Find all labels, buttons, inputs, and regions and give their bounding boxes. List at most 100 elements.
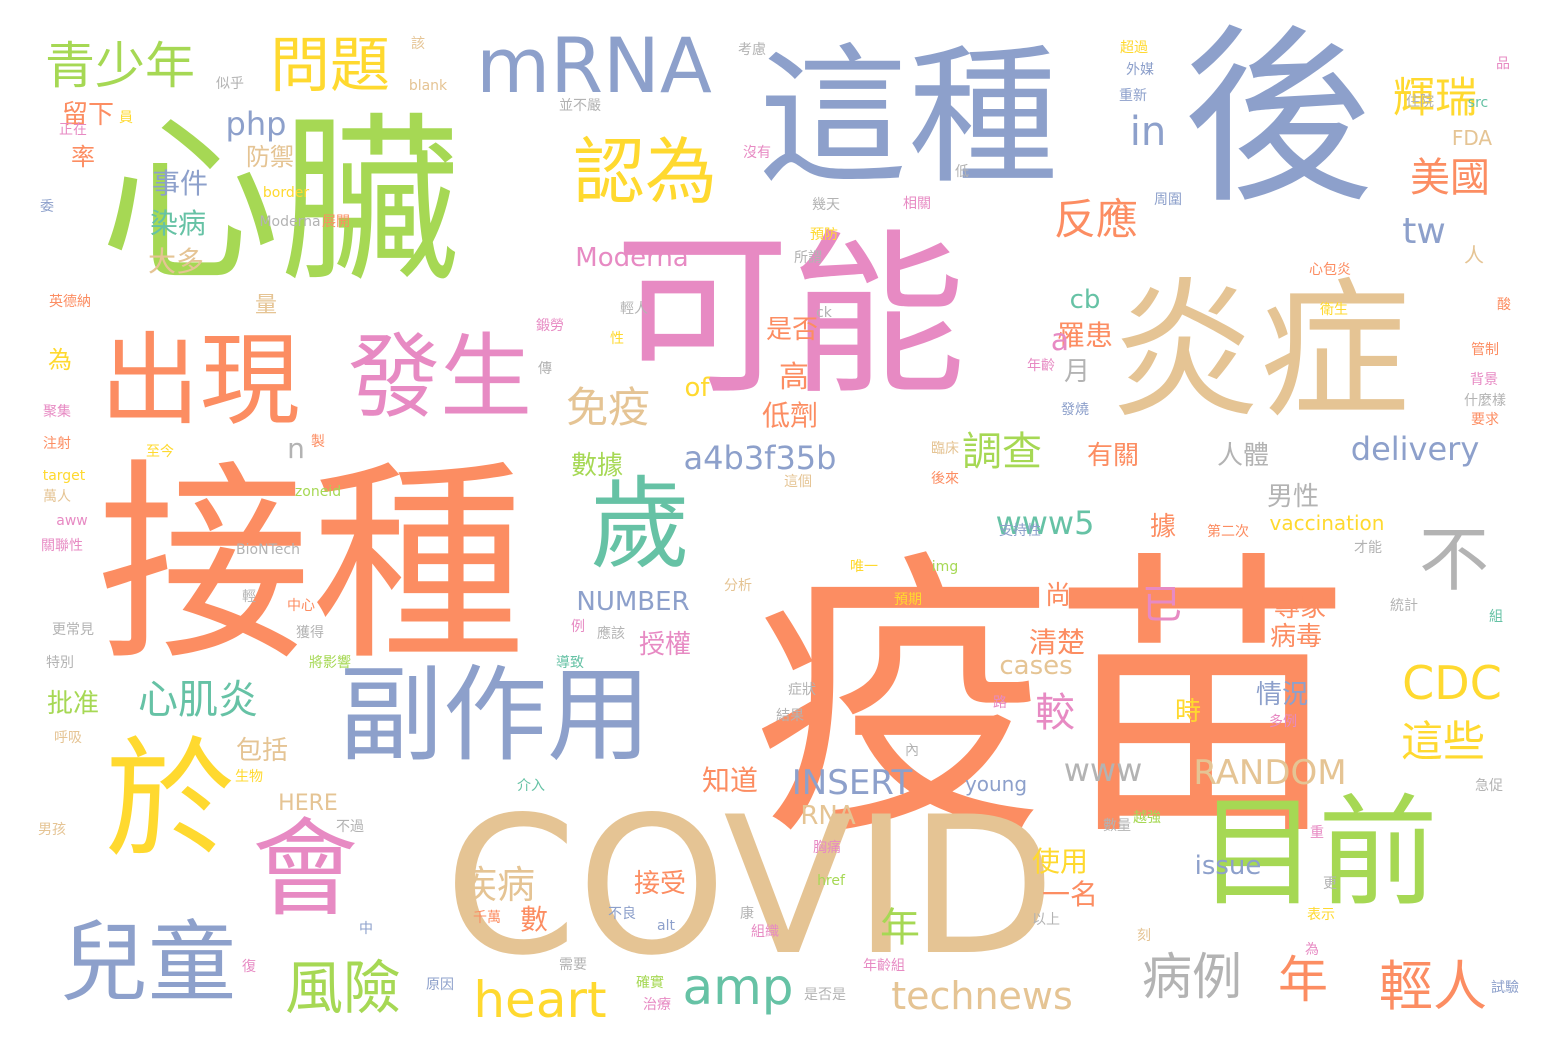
word-tw: tw xyxy=(1402,211,1446,252)
word-expert: 專家 xyxy=(1273,593,1327,623)
word-immunity: 免疫 xyxy=(565,383,651,432)
word-time: 時 xyxy=(1174,697,1202,727)
word-year: 年 xyxy=(1278,951,1328,1009)
word-foreign-media: 外媒 xyxy=(1126,62,1154,78)
word-defense: 防禦 xyxy=(246,143,294,171)
word-survey: 調查 xyxy=(962,429,1042,475)
word-appear: 出現 xyxy=(100,322,300,439)
word-consider: 考慮 xyxy=(738,42,766,58)
word-middle: 中 xyxy=(359,921,373,937)
word-month: 月 xyxy=(1063,357,1091,387)
word-cb: cb xyxy=(1069,285,1101,315)
word-cases-en: cases xyxy=(999,651,1073,681)
word-data: 數據 xyxy=(570,451,624,481)
word-carve: 刻 xyxy=(1137,928,1151,944)
word-children: 兒童 xyxy=(59,911,237,1014)
word-more: 較 xyxy=(1035,690,1075,736)
word-road: 路 xyxy=(993,695,1007,711)
word-this-kind: 這種 xyxy=(757,31,1059,205)
word-currently: 目前 xyxy=(1198,784,1438,923)
word-renew: 重新 xyxy=(1119,88,1147,104)
word-pfizer: 輝瑞 xyxy=(1392,73,1478,122)
word-heavy: 重 xyxy=(1310,825,1324,841)
word-event: 事件 xyxy=(151,167,209,200)
word-health-2: 康 xyxy=(740,906,754,922)
word-covid: COVID xyxy=(444,776,1056,997)
word-clinical: 臨床 xyxy=(931,441,959,457)
word-random: RANDOM xyxy=(1193,753,1347,793)
word-will: 會 xyxy=(252,808,358,931)
word-reason: 原因 xyxy=(426,977,454,993)
word-one-person: 一名 xyxy=(1041,878,1099,911)
word-inflammation: 炎症 xyxy=(1109,265,1411,439)
word-make: 製 xyxy=(311,434,325,450)
word-these: 這些 xyxy=(1400,717,1486,766)
word-many-cases: 多例 xyxy=(1269,714,1297,730)
word-approve: 批准 xyxy=(46,689,100,719)
word-pericarditis: 心包炎 xyxy=(1309,262,1351,278)
word-light: 輕 xyxy=(242,589,256,605)
word-think: 認為 xyxy=(572,130,718,214)
word-inside: 內 xyxy=(905,743,919,759)
word-obtain: 獲得 xyxy=(296,625,324,641)
word-teenager: 青少年 xyxy=(45,37,195,95)
word-at: 於 xyxy=(104,724,236,876)
word-here: HERE xyxy=(278,791,338,816)
word-infection: 染病 xyxy=(149,207,207,240)
word-reaction: 反應 xyxy=(1053,195,1139,244)
word-whether: 是否 xyxy=(765,315,819,345)
word-intervene: 介入 xyxy=(517,778,545,794)
word-special: 特別 xyxy=(46,655,74,671)
word-more-2: 更 xyxy=(1323,876,1337,892)
word-accept: 接受 xyxy=(633,869,687,899)
word-background: 背景 xyxy=(1470,372,1498,388)
word-statistics: 統計 xyxy=(1390,598,1418,614)
word-authorize: 授權 xyxy=(638,630,692,660)
word-group: 組 xyxy=(1489,609,1503,625)
word-ten-million: 千萬 xyxy=(473,910,501,926)
word-adverse: 不良 xyxy=(608,906,636,922)
word-suffer: 罹患 xyxy=(1056,319,1114,352)
word-amount: 量 xyxy=(254,293,278,318)
word-cdc: CDC xyxy=(1402,656,1502,710)
word-recover: 復 xyxy=(242,959,256,975)
word-young-people-sm: 輕人 xyxy=(620,301,648,317)
word-what-kind: 什麼樣 xyxy=(1464,393,1506,409)
word-human-body: 人體 xyxy=(1216,441,1270,471)
word-number: NUMBER xyxy=(576,587,690,617)
word-disease: 疾病 xyxy=(458,863,536,907)
word-result: 結果 xyxy=(776,708,804,724)
word-example: 例 xyxy=(571,619,585,635)
word-more-common: 更常見 xyxy=(52,622,94,638)
word-php: php xyxy=(225,105,287,143)
word-gather: 聚集 xyxy=(43,404,71,420)
word-still: 尚 xyxy=(1044,581,1072,611)
word-expected: 預期 xyxy=(894,592,922,608)
word-chest-pain: 胸痛 xyxy=(813,840,841,856)
word-moderna-zh: 英德納 xyxy=(49,294,91,310)
word-src: src xyxy=(1467,95,1489,111)
word-only: 唯一 xyxy=(850,559,878,575)
word-not-serious: 並不嚴 xyxy=(559,98,601,114)
word-hospitalize: 住院 xyxy=(1406,94,1434,110)
word-symptom: 症狀 xyxy=(788,682,816,698)
word-blank: blank xyxy=(408,78,448,94)
word-analyze: 分析 xyxy=(724,578,752,594)
word-of: of xyxy=(684,373,710,403)
word-low: 低 xyxy=(955,164,969,180)
word-biology: 生物 xyxy=(235,769,263,785)
word-correlation: 關聯性 xyxy=(41,538,83,554)
word-product: 品 xyxy=(1496,56,1510,72)
word-trial: 試驗 xyxy=(1491,980,1519,996)
word-according: 據 xyxy=(1149,512,1177,542)
word-myocarditis: 心肌炎 xyxy=(138,677,258,723)
word-occur: 發生 xyxy=(347,324,533,431)
word-delivery: delivery xyxy=(1350,430,1480,468)
word-for-2: 為 xyxy=(1305,942,1319,958)
word-sex: 性 xyxy=(610,331,624,347)
word-border: border xyxy=(262,185,310,201)
word-relevant: 相關 xyxy=(903,196,931,212)
word-rate: 率 xyxy=(71,143,95,171)
word-quantity: 數量 xyxy=(1103,818,1131,834)
word-is-it: 是否是 xyxy=(804,987,846,1003)
